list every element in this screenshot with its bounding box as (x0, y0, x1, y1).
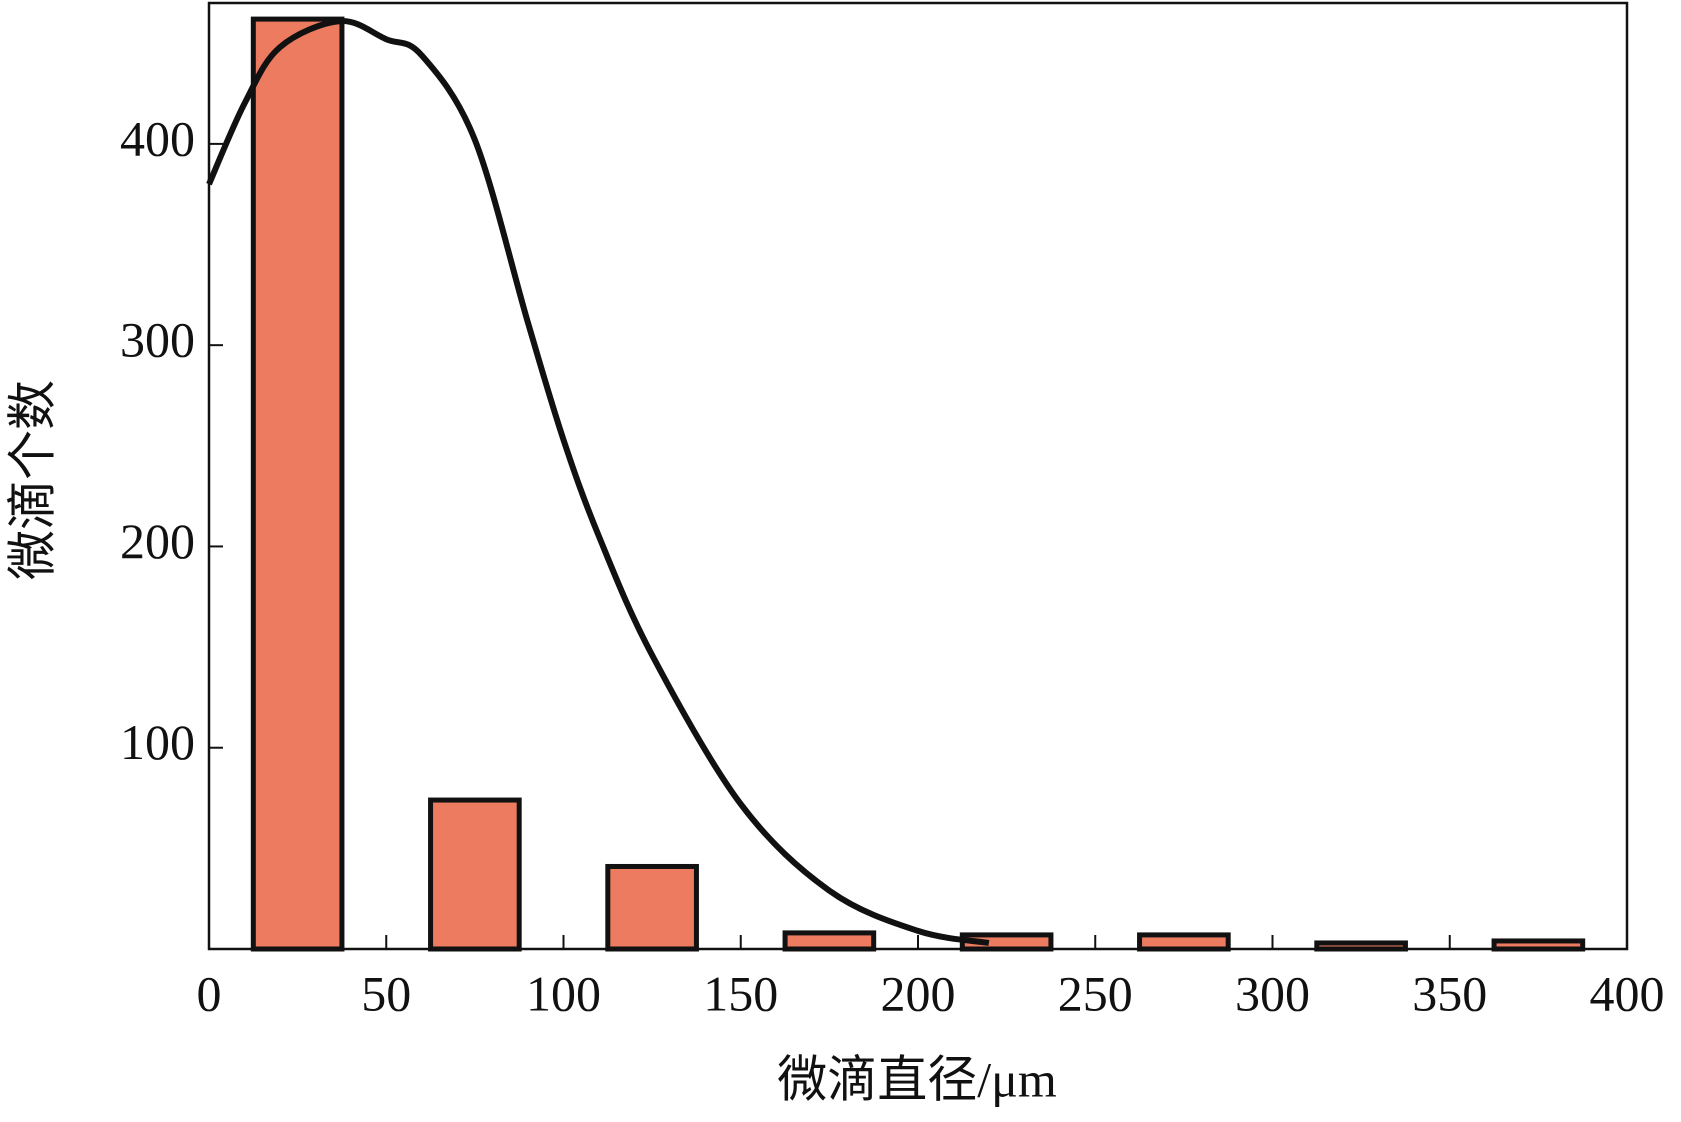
bar (782, 930, 877, 952)
x-tick-label: 300 (1235, 965, 1310, 1021)
bar (250, 16, 345, 952)
y-tick-label: 100 (120, 714, 195, 770)
y-tick-label: 200 (120, 513, 195, 569)
x-axis-label: 微滴直径/μm (777, 1051, 1057, 1107)
y-axis-label: 微滴个数 (4, 380, 60, 580)
bar (1137, 932, 1231, 952)
plot-frame (207, 1, 1629, 951)
y-tick-label: 400 (120, 110, 195, 166)
x-tick-label: 150 (703, 965, 778, 1021)
x-tick-label: 200 (881, 965, 956, 1021)
x-tick-label: 400 (1590, 965, 1665, 1021)
bar (605, 863, 699, 952)
fit-curve (206, 18, 990, 946)
y-tick-label: 300 (120, 312, 195, 368)
bar (428, 797, 522, 952)
x-tick-label: 350 (1412, 965, 1487, 1021)
x-tick-label: 50 (361, 965, 411, 1021)
x-tick-label: 100 (526, 965, 601, 1021)
x-tick-label: 250 (1058, 965, 1133, 1021)
x-tick-label: 0 (197, 965, 222, 1021)
